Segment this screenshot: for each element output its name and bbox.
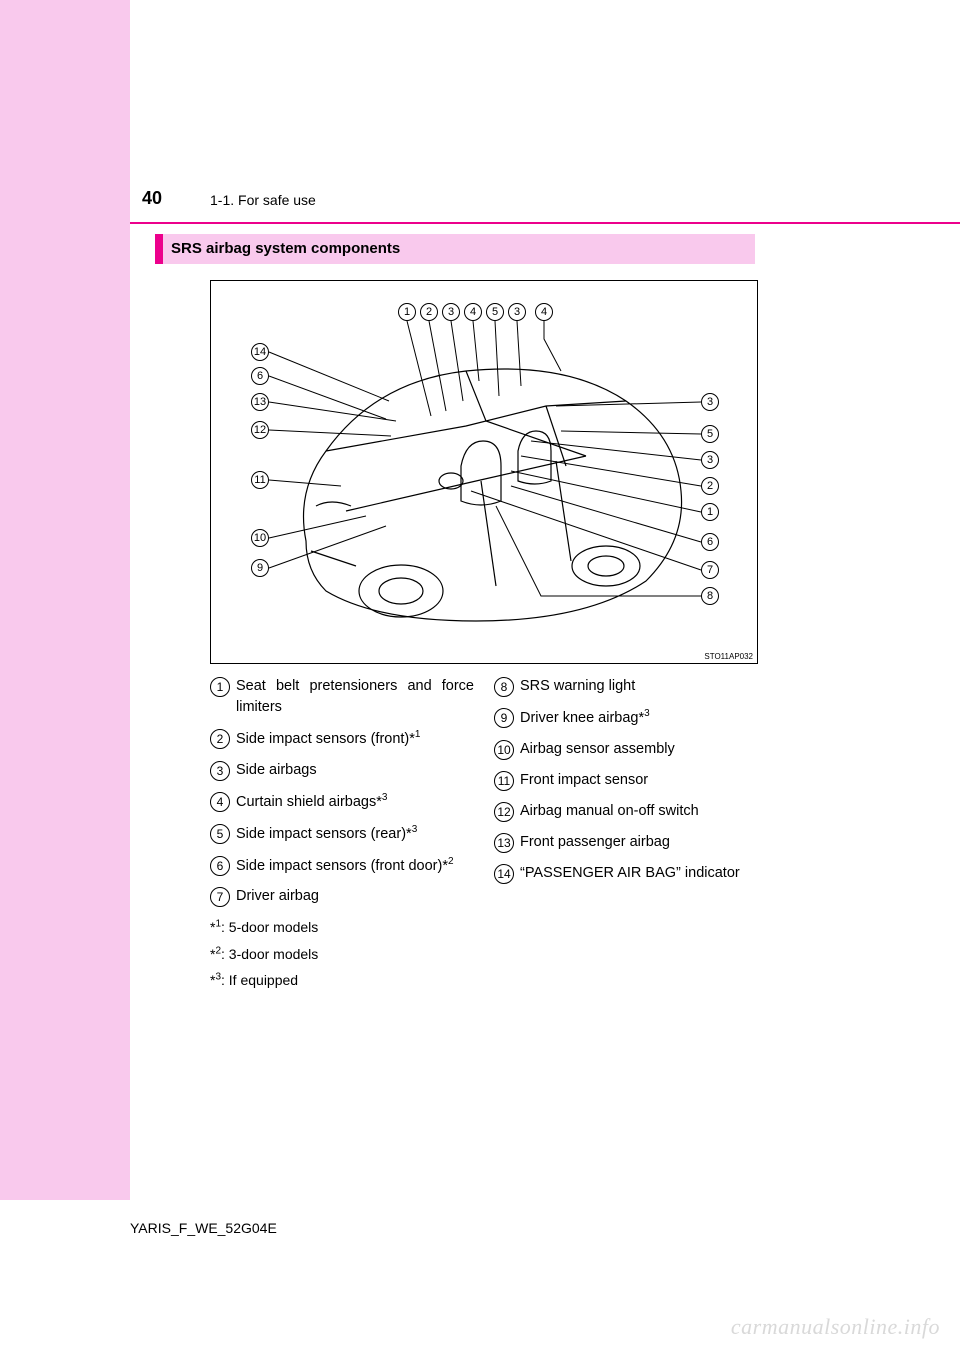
legend-item-number: 9 — [494, 708, 514, 728]
diagram-callout: 12 — [251, 421, 269, 439]
diagram-callout: 4 — [535, 303, 553, 321]
legend-item: 3 Side airbags — [210, 760, 474, 781]
legend-item-number: 3 — [210, 761, 230, 781]
legend-item-text: Driver airbag — [236, 886, 474, 907]
diagram-callout: 14 — [251, 343, 269, 361]
airbag-diagram: 123453414613121110935321678 STO11AP032 — [210, 280, 758, 664]
legend-item: 11 Front impact sensor — [494, 770, 758, 791]
legend-item-text: Side impact sensors (front door)*2 — [236, 855, 474, 877]
legend-item: 12 Airbag manual on-off switch — [494, 801, 758, 822]
legend-columns: 1 Seat belt pretensioners and force limit… — [210, 676, 758, 996]
diagram-callout: 13 — [251, 393, 269, 411]
footnote: *3: If equipped — [210, 970, 474, 990]
legend-item-number: 2 — [210, 729, 230, 749]
page-number: 40 — [142, 188, 162, 209]
diagram-callout: 11 — [251, 471, 269, 489]
section-heading: SRS airbag system components — [155, 234, 755, 264]
diagram-callout: 7 — [701, 561, 719, 579]
watermark: carmanualsonline.info — [731, 1314, 940, 1340]
page-header: 40 1-1. For safe use — [130, 186, 810, 216]
legend-item-number: 6 — [210, 856, 230, 876]
diagram-callout: 3 — [701, 393, 719, 411]
legend-item: 1 Seat belt pretensioners and force limit… — [210, 676, 474, 718]
legend-item: 9 Driver knee airbag*3 — [494, 707, 758, 729]
diagram-callout: 3 — [442, 303, 460, 321]
diagram-callout: 5 — [701, 425, 719, 443]
legend-item-text: Driver knee airbag*3 — [520, 707, 758, 729]
header-divider — [130, 222, 960, 224]
legend-item-text: Side airbags — [236, 760, 474, 781]
legend-item: 2 Side impact sensors (front)*1 — [210, 728, 474, 750]
legend-item-number: 1 — [210, 677, 230, 697]
footnote: *2: 3-door models — [210, 944, 474, 964]
diagram-callout: 4 — [464, 303, 482, 321]
legend-item-text: Side impact sensors (rear)*3 — [236, 823, 474, 845]
diagram-callout: 3 — [508, 303, 526, 321]
legend-item: 8 SRS warning light — [494, 676, 758, 697]
legend-item-number: 10 — [494, 740, 514, 760]
legend-right-column: 8 SRS warning light 9 Driver knee airbag*3 1… — [494, 676, 758, 996]
diagram-callout: 8 — [701, 587, 719, 605]
legend-item-number: 11 — [494, 771, 514, 791]
section-label: 1-1. For safe use — [210, 192, 316, 208]
legend-item: 14 “PASSENGER AIR BAG” indicator — [494, 863, 758, 884]
legend-item-text: Side impact sensors (front)*1 — [236, 728, 474, 750]
legend-item: 4 Curtain shield airbags*3 — [210, 791, 474, 813]
legend-item: 13 Front passenger airbag — [494, 832, 758, 853]
legend-item: 7 Driver airbag — [210, 886, 474, 907]
legend-item-text: Curtain shield airbags*3 — [236, 791, 474, 813]
diagram-callout: 3 — [701, 451, 719, 469]
legend-item-text: Front passenger airbag — [520, 832, 758, 853]
legend-item: 5 Side impact sensors (rear)*3 — [210, 823, 474, 845]
legend-item: 6 Side impact sensors (front door)*2 — [210, 855, 474, 877]
diagram-callout: 10 — [251, 529, 269, 547]
legend-item-text: “PASSENGER AIR BAG” indicator — [520, 863, 758, 884]
diagram-callout: 6 — [251, 367, 269, 385]
legend-item-text: SRS warning light — [520, 676, 758, 697]
legend-item-number: 12 — [494, 802, 514, 822]
diagram-callout: 6 — [701, 533, 719, 551]
legend-item-text: Airbag sensor assembly — [520, 739, 758, 760]
legend-item-number: 8 — [494, 677, 514, 697]
diagram-callout: 1 — [398, 303, 416, 321]
legend-item-text: Seat belt pretensioners and force limite… — [236, 676, 474, 718]
legend-item-number: 5 — [210, 824, 230, 844]
diagram-callout: 5 — [486, 303, 504, 321]
document-code: YARIS_F_WE_52G04E — [130, 1220, 277, 1236]
diagram-callout: 2 — [701, 477, 719, 495]
legend-item: 10 Airbag sensor assembly — [494, 739, 758, 760]
diagram-code: STO11AP032 — [704, 652, 753, 661]
diagram-callout: 9 — [251, 559, 269, 577]
diagram-callout: 2 — [420, 303, 438, 321]
legend-item-number: 13 — [494, 833, 514, 853]
legend-item-number: 14 — [494, 864, 514, 884]
legend-item-number: 4 — [210, 792, 230, 812]
legend-item-number: 7 — [210, 887, 230, 907]
legend-left-column: 1 Seat belt pretensioners and force limit… — [210, 676, 474, 996]
legend-item-text: Airbag manual on-off switch — [520, 801, 758, 822]
footnote: *1: 5-door models — [210, 917, 474, 937]
diagram-callout: 1 — [701, 503, 719, 521]
pink-sidebar — [0, 0, 130, 1200]
legend-item-text: Front impact sensor — [520, 770, 758, 791]
leader-lines — [211, 281, 759, 665]
